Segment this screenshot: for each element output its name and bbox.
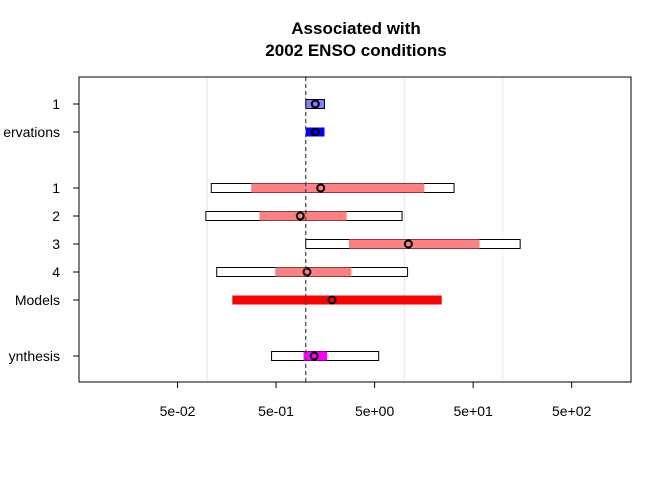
row-4 [305, 239, 521, 249]
row-7 [271, 351, 380, 361]
point-estimate [302, 267, 312, 277]
outer-interval-bar [305, 99, 325, 109]
row-5 [216, 267, 409, 277]
inner-interval-bar [232, 295, 442, 305]
point-estimate [309, 351, 319, 361]
row-3 [205, 211, 403, 221]
inner-interval-bar [349, 239, 480, 249]
point-estimate [310, 127, 320, 137]
row-label: 2 [52, 208, 60, 224]
inner-interval-bar [251, 183, 425, 193]
point-estimate [310, 99, 320, 109]
row-6 [232, 295, 442, 305]
row-label: Models [15, 292, 60, 308]
point-estimate [327, 295, 337, 305]
point-estimate [403, 239, 413, 249]
row-label: 3 [52, 236, 60, 252]
rows [205, 99, 521, 361]
x-axis: 5e-02 5e-01 5e+00 5e+01 5e+02 [160, 382, 592, 419]
x-tick-label: 5e-01 [258, 403, 294, 419]
row-label: ynthesis [9, 348, 60, 364]
point-estimate [295, 211, 305, 221]
x-tick-label: 5e+01 [453, 403, 493, 419]
x-tick-label: 5e+02 [552, 403, 592, 419]
row-label: 4 [52, 264, 60, 280]
x-tick-label: 5e-02 [160, 403, 196, 419]
plot-frame [78, 76, 632, 383]
row-label: ervations [3, 124, 60, 140]
chart-title-line-1: Associated with [291, 19, 420, 38]
x-tick-label: 5e+00 [355, 403, 395, 419]
inner-interval-bar [305, 127, 325, 137]
row-1 [305, 127, 325, 137]
row-label: 1 [52, 96, 60, 112]
point-estimate [316, 183, 326, 193]
row-labels: 1 ervations 1 2 3 4 Models ynthesis [3, 96, 79, 364]
inner-interval-bar [303, 351, 328, 361]
row-label: 1 [52, 180, 60, 196]
inner-interval-bar [275, 267, 352, 277]
chart-title-line-2: 2002 ENSO conditions [265, 41, 446, 60]
row-2 [210, 183, 455, 193]
row-0 [305, 99, 325, 109]
gridlines [206, 77, 504, 382]
